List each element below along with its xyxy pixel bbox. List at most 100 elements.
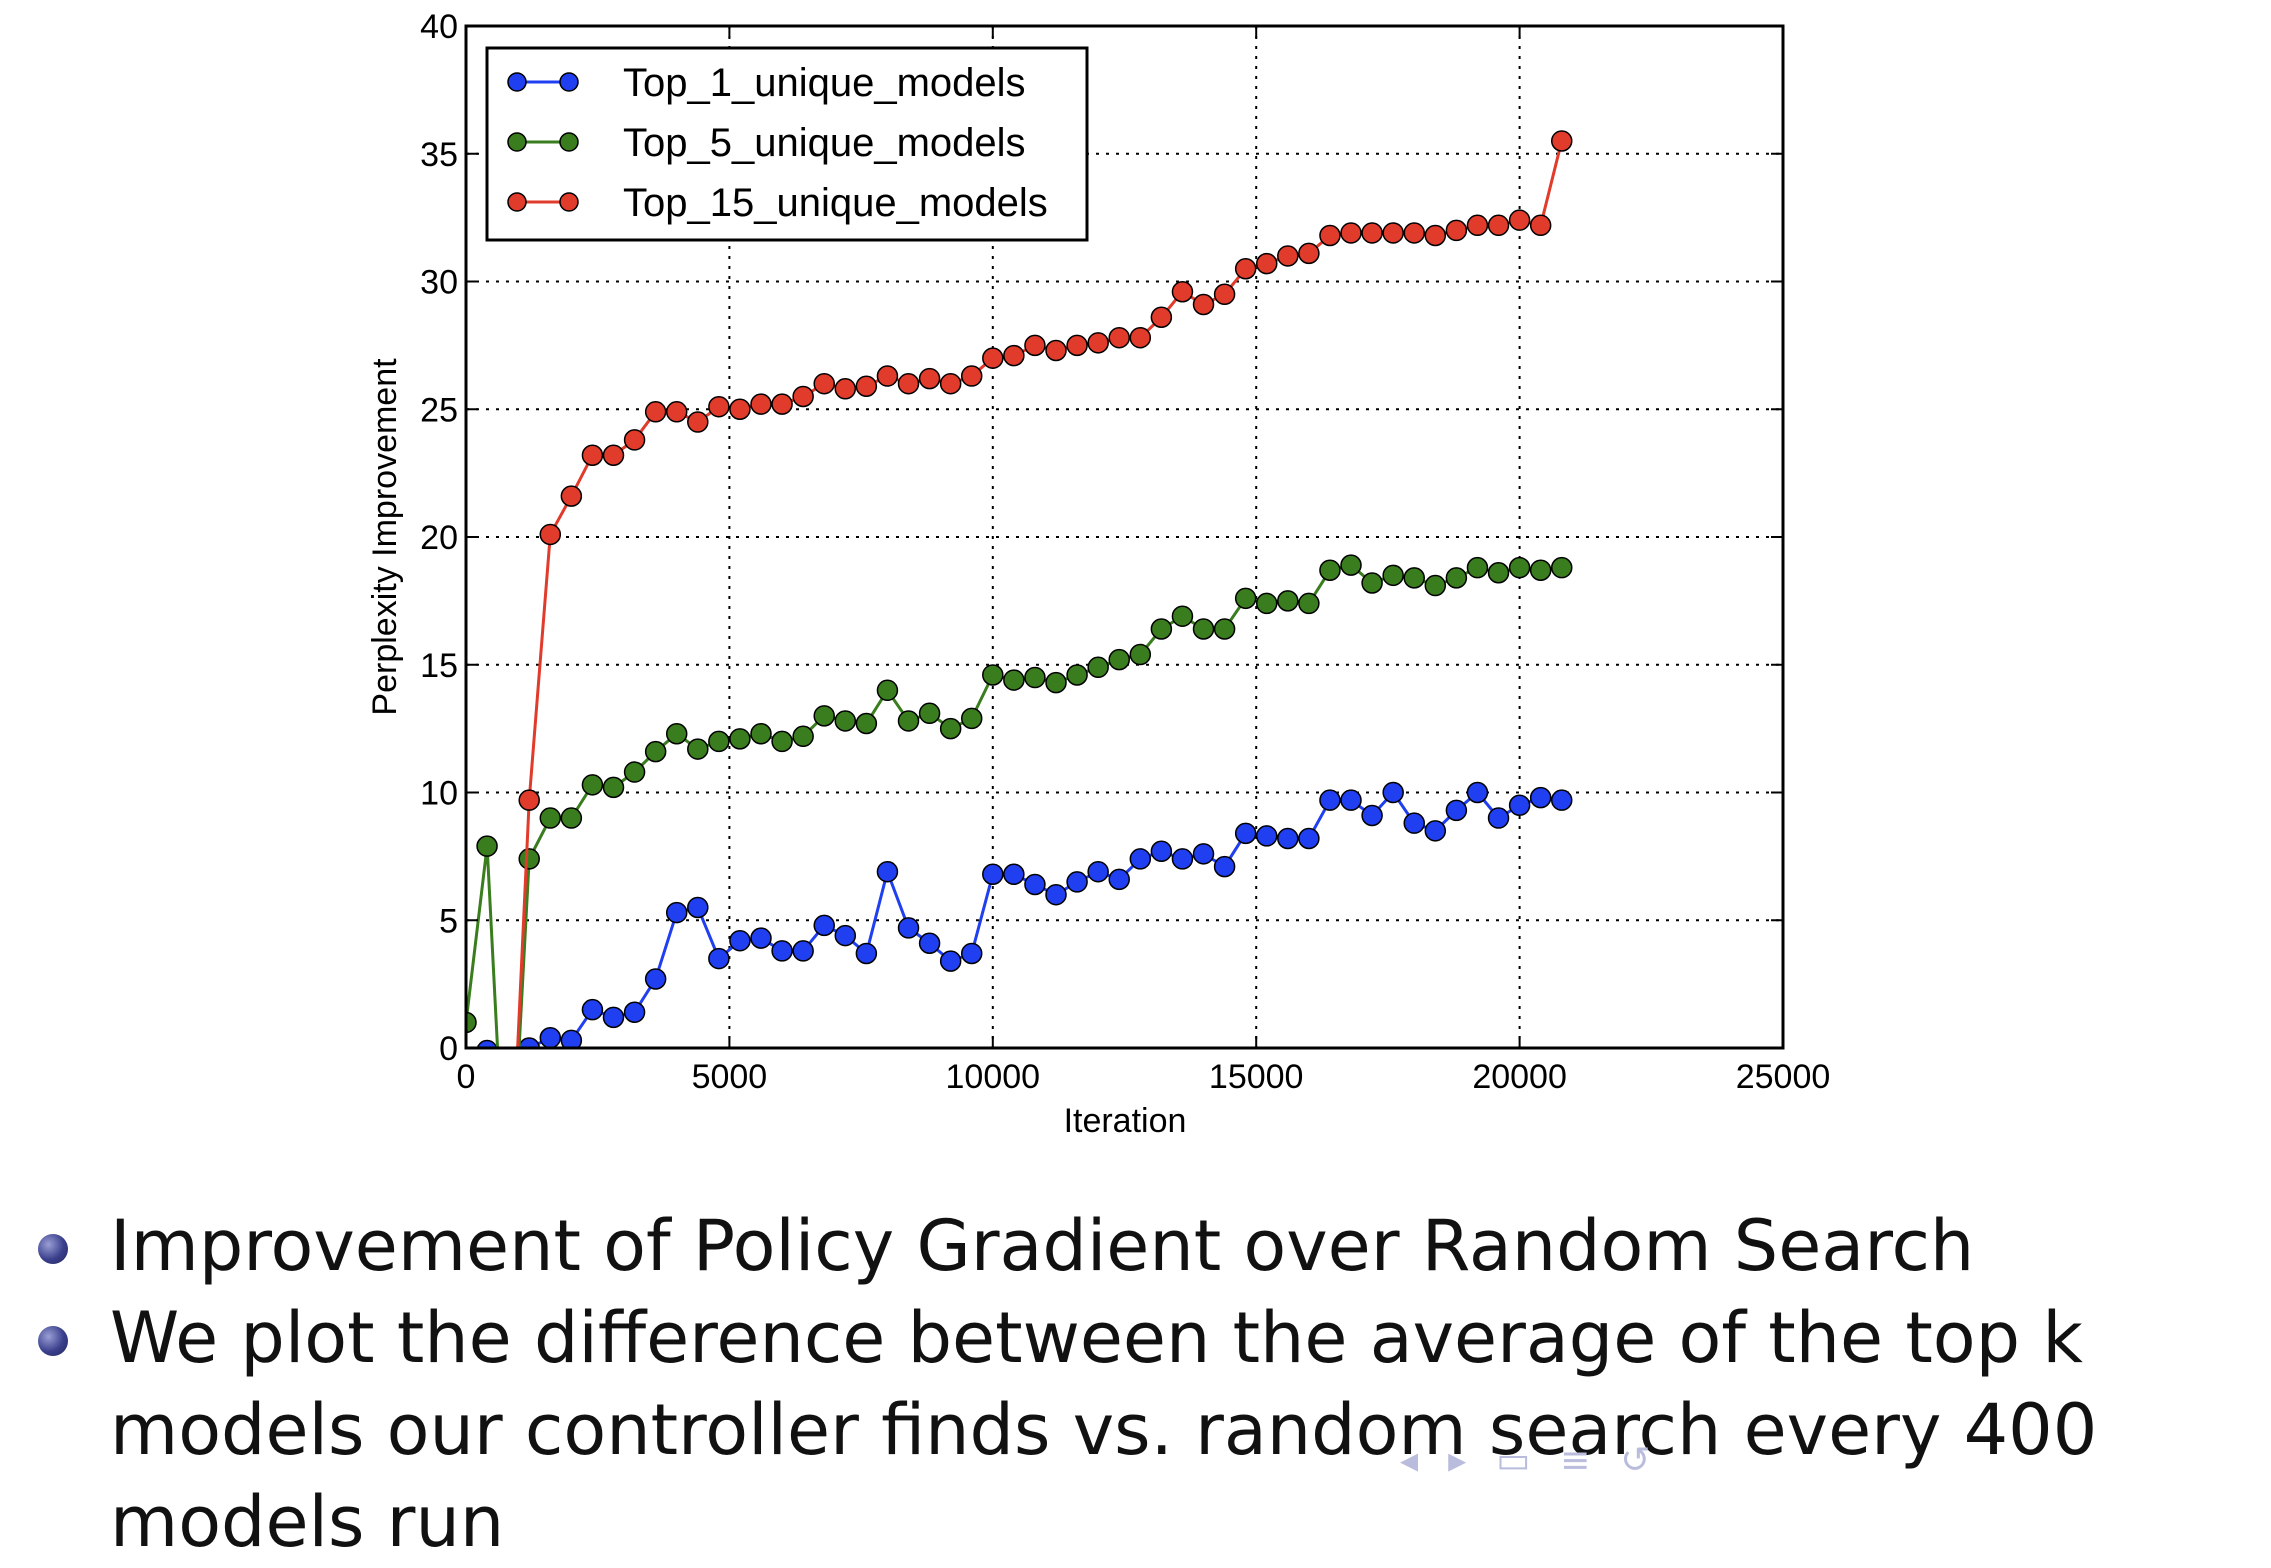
perplexity-chart: 0 5000 10000 15000 20000 25000 0 5 10 15 20 25 30 35 4… [366, 8, 1831, 1140]
data-point [855, 712, 878, 735]
data-point [1508, 794, 1531, 817]
data-point [1487, 562, 1510, 584]
data-point [897, 710, 920, 732]
data-point [1466, 781, 1489, 804]
data-point [1087, 860, 1109, 883]
data-point [918, 367, 941, 390]
data-point [1298, 827, 1320, 850]
data-point [623, 761, 646, 783]
data-point [834, 710, 857, 732]
data-point [602, 1006, 625, 1029]
data-point [1466, 556, 1489, 579]
data-point [1213, 855, 1236, 878]
data-point [918, 702, 941, 725]
data-point [1024, 666, 1046, 689]
data-point [1403, 222, 1425, 244]
data-point [1003, 669, 1025, 691]
data-point [1066, 334, 1088, 357]
series-line [516, 140, 1564, 1048]
data-point [1445, 567, 1468, 589]
data-point [1066, 871, 1088, 893]
data-point [1108, 868, 1130, 891]
data-point [1003, 863, 1025, 886]
data-point [1108, 648, 1130, 671]
nav-section-icon[interactable]: ≡ [1560, 1440, 1591, 1481]
nav-search-icon[interactable]: ↺ [1620, 1440, 1651, 1481]
data-point [665, 722, 688, 745]
legend-marker [507, 72, 527, 92]
data-point [982, 863, 1004, 886]
data-point [834, 924, 857, 947]
y-tick-label: 5 [439, 902, 458, 940]
data-point [1192, 618, 1215, 640]
data-point [1487, 807, 1510, 829]
nav-right-icon[interactable]: ▸ [1448, 1440, 1467, 1481]
legend: Top_1_unique_models Top_5_unique_models To… [485, 46, 1089, 242]
data-point [539, 523, 562, 546]
y-tick-label: 10 [420, 775, 458, 813]
bullet-item: We plot the difference between the avera… [38, 1292, 2258, 1568]
data-point [1319, 559, 1341, 581]
data-point [876, 860, 899, 883]
bullet-item: Improvement of Policy Gradient over Rand… [38, 1200, 2258, 1292]
data-point [1171, 280, 1194, 303]
data-point [771, 730, 793, 753]
data-point [1340, 222, 1362, 244]
y-tick-label: 30 [420, 264, 458, 302]
data-point [1171, 605, 1194, 627]
data-point [982, 347, 1004, 369]
data-point [876, 679, 899, 702]
series-Top_15_unique_models [516, 130, 1573, 1048]
data-point [1298, 592, 1320, 615]
x-tick-label: 10000 [946, 1058, 1041, 1096]
data-point [1192, 843, 1215, 865]
data-point [623, 1001, 646, 1023]
data-point [1129, 643, 1152, 666]
data-point [476, 835, 498, 857]
beamer-navigation: ◂ ▸ ▭ ≡ ↺ [1400, 1440, 1651, 1481]
data-point [708, 730, 730, 753]
data-point [729, 728, 751, 750]
nav-frame-icon[interactable]: ▭ [1496, 1440, 1531, 1481]
data-point [1277, 590, 1299, 612]
legend-item: Top_15_unique_models [507, 181, 1048, 225]
data-point [1298, 242, 1320, 265]
bullet-icon [38, 1234, 68, 1264]
legend-marker [507, 192, 527, 212]
nav-left-icon[interactable]: ◂ [1400, 1440, 1419, 1481]
data-point [1150, 306, 1173, 329]
data-point [876, 365, 899, 387]
x-tick-label: 25000 [1736, 1058, 1831, 1096]
data-point [581, 998, 604, 1021]
data-point [1234, 257, 1257, 280]
data-point [644, 740, 667, 763]
data-point [834, 378, 857, 400]
data-point [602, 444, 625, 466]
data-point [1192, 293, 1215, 316]
data-point [792, 385, 814, 408]
data-point [644, 968, 667, 990]
data-point [1213, 283, 1236, 306]
data-point [813, 372, 835, 395]
data-point [1150, 618, 1173, 640]
data-point [1255, 252, 1278, 275]
data-point [1087, 332, 1109, 354]
data-point [687, 411, 709, 433]
data-point [581, 774, 604, 796]
data-point [1024, 334, 1046, 357]
x-tick-label: 0 [457, 1058, 476, 1096]
data-point [1129, 326, 1152, 349]
data-point [1319, 224, 1341, 247]
data-point [1508, 209, 1531, 231]
data-point [960, 707, 983, 730]
data-point [560, 1029, 583, 1048]
data-point [771, 393, 793, 415]
data-point [855, 942, 878, 965]
data-point [729, 929, 751, 952]
series-Top_5_unique_models [466, 554, 1573, 1048]
data-point [855, 375, 878, 398]
y-axis-title: Perplexity Improvement [366, 358, 404, 716]
data-point [518, 1037, 540, 1048]
data-point [813, 705, 835, 727]
data-point [602, 776, 625, 799]
